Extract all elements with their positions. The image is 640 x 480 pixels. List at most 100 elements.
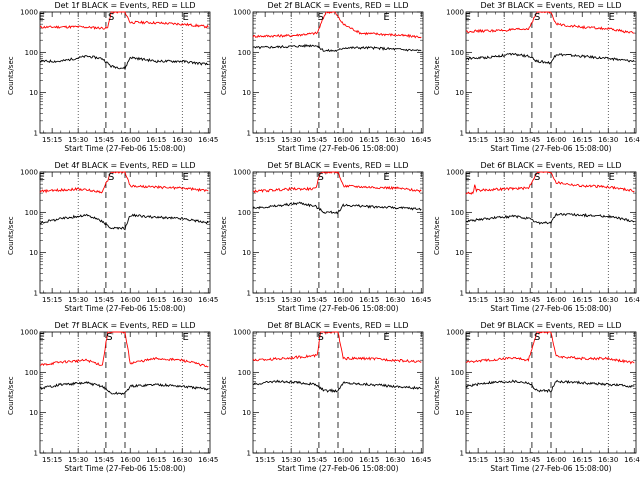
x-axis-label: Start Time (27-Feb-06 15:08:00) <box>277 464 399 473</box>
x-tick-label: 16:45 <box>411 296 431 304</box>
x-tick-label: 15:45 <box>94 456 114 464</box>
x-tick-label: 16:45 <box>624 456 640 464</box>
interval-marker-label: E <box>39 332 45 343</box>
y-tick-label: 10 <box>455 89 464 97</box>
x-axis-label: Start Time (27-Feb-06 15:08:00) <box>490 144 612 153</box>
y-tick-label: 1000 <box>446 329 464 337</box>
y-tick-label: 1000 <box>20 329 38 337</box>
x-tick-label: 15:30 <box>281 136 301 144</box>
y-tick-label: 10 <box>242 89 251 97</box>
x-tick-label: 16:45 <box>624 296 640 304</box>
x-tick-label: 15:45 <box>307 296 327 304</box>
x-tick-label: 15:45 <box>94 296 114 304</box>
x-tick-label: 16:15 <box>146 136 166 144</box>
detector-panel: Det 7f BLACK = Events, RED = LLD Counts/s… <box>0 320 218 480</box>
interval-marker-label: S <box>534 332 540 343</box>
x-tick-label: 16:00 <box>333 136 353 144</box>
x-tick-label: 16:45 <box>411 456 431 464</box>
y-tick-label: 1000 <box>233 9 251 17</box>
y-tick-label: 10 <box>242 409 251 417</box>
y-tick-label: 1000 <box>20 169 38 177</box>
interval-marker-label: S <box>317 332 323 343</box>
interval-marker-label: S <box>108 12 114 23</box>
detector-panel: Det 2f BLACK = Events, RED = LLD Counts/s… <box>213 0 431 160</box>
x-tick-label: 16:30 <box>385 296 405 304</box>
panel-title: Det 9f BLACK = Events, RED = LLD <box>480 321 622 330</box>
plot-area: 1 10 100 1000 15:15 15:30 15:45 16:00 16:15 16:30… <box>233 329 431 465</box>
interval-marker-label: E <box>39 172 45 183</box>
x-tick-label: 16:45 <box>198 136 218 144</box>
events-series-line <box>39 213 209 231</box>
interval-marker-label: E <box>183 172 189 183</box>
y-tick-label: 1 <box>34 290 38 298</box>
y-tick-label: 10 <box>455 409 464 417</box>
events-series-line <box>252 379 422 393</box>
panel-title: Det 6f BLACK = Events, RED = LLD <box>480 161 622 170</box>
panel-title: Det 4f BLACK = Events, RED = LLD <box>54 161 196 170</box>
x-tick-label: 16:15 <box>146 296 166 304</box>
y-tick-label: 10 <box>29 409 38 417</box>
x-tick-label: 16:00 <box>333 456 353 464</box>
lld-series-line <box>465 11 635 34</box>
plot-area: 1 10 100 1000 15:15 15:30 15:45 16:00 16:15 16:30… <box>446 329 640 465</box>
panel-title: Det 5f BLACK = Events, RED = LLD <box>267 161 409 170</box>
interval-marker-label: E <box>609 172 615 183</box>
x-tick-label: 15:45 <box>94 136 114 144</box>
x-tick-label: 16:00 <box>546 136 566 144</box>
x-tick-label: 16:30 <box>172 136 192 144</box>
interval-marker-label: S <box>106 332 112 343</box>
y-tick-label: 100 <box>238 209 251 217</box>
interval-marker-label: S <box>534 12 540 23</box>
y-tick-label: 1 <box>460 450 464 458</box>
x-tick-label: 15:30 <box>281 296 301 304</box>
y-tick-label: 1 <box>247 130 251 138</box>
y-tick-label: 1000 <box>446 169 464 177</box>
plot-area: 1 10 100 1000 15:15 15:30 15:45 16:00 16:15 16:30… <box>20 9 218 145</box>
x-axis-label: Start Time (27-Feb-06 15:08:00) <box>64 304 186 313</box>
plot-area: 1 10 100 1000 15:15 15:30 15:45 16:00 16:15 16:30… <box>20 169 218 305</box>
lld-series-line <box>252 171 422 194</box>
panel-title: Det 8f BLACK = Events, RED = LLD <box>267 321 409 330</box>
x-tick-label: 15:30 <box>494 456 514 464</box>
plot-area: 1 10 100 1000 15:15 15:30 15:45 16:00 16:15 16:30… <box>446 169 640 305</box>
interval-marker-label: E <box>609 12 615 23</box>
lld-series-line <box>39 11 209 30</box>
detector-panel: Det 5f BLACK = Events, RED = LLD Counts/s… <box>213 160 431 320</box>
y-tick-label: 10 <box>242 249 251 257</box>
detector-panel: Det 9f BLACK = Events, RED = LLD Counts/s… <box>426 320 640 480</box>
x-tick-label: 16:30 <box>598 456 618 464</box>
y-tick-label: 1 <box>34 130 38 138</box>
x-tick-label: 16:15 <box>146 456 166 464</box>
x-tick-label: 16:15 <box>572 296 592 304</box>
y-tick-label: 100 <box>451 49 464 57</box>
x-tick-label: 16:00 <box>546 296 566 304</box>
x-tick-label: 15:45 <box>520 296 540 304</box>
y-tick-label: 10 <box>455 249 464 257</box>
y-tick-label: 10 <box>29 89 38 97</box>
x-tick-label: 15:15 <box>42 456 62 464</box>
y-tick-label: 100 <box>451 209 464 217</box>
events-series-line <box>465 379 635 393</box>
detector-panel: Det 6f BLACK = Events, RED = LLD Counts/s… <box>426 160 640 320</box>
y-tick-label: 1000 <box>20 9 38 17</box>
y-tick-label: 1000 <box>446 9 464 17</box>
interval-marker-label: E <box>183 12 189 23</box>
interval-marker-label: E <box>183 332 189 343</box>
plot-area: 1 10 100 1000 15:15 15:30 15:45 16:00 16:15 16:30… <box>233 169 431 305</box>
x-tick-label: 16:15 <box>572 456 592 464</box>
interval-marker-label: E <box>39 12 45 23</box>
y-tick-label: 1 <box>460 290 464 298</box>
x-axis-label: Start Time (27-Feb-06 15:08:00) <box>64 144 186 153</box>
x-tick-label: 16:15 <box>359 456 379 464</box>
lld-series-line <box>40 331 209 368</box>
plot-area: 1 10 100 1000 15:15 15:30 15:45 16:00 16:15 16:30… <box>233 9 431 145</box>
x-tick-label: 16:00 <box>333 296 353 304</box>
x-tick-label: 16:45 <box>624 136 640 144</box>
y-tick-label: 1000 <box>233 329 251 337</box>
x-tick-label: 16:45 <box>411 136 431 144</box>
interval-marker-label: E <box>465 172 471 183</box>
x-tick-label: 16:15 <box>359 296 379 304</box>
lld-series-line <box>465 331 635 365</box>
y-tick-label: 1 <box>460 130 464 138</box>
panel-title: Det 1f BLACK = Events, RED = LLD <box>54 1 196 10</box>
